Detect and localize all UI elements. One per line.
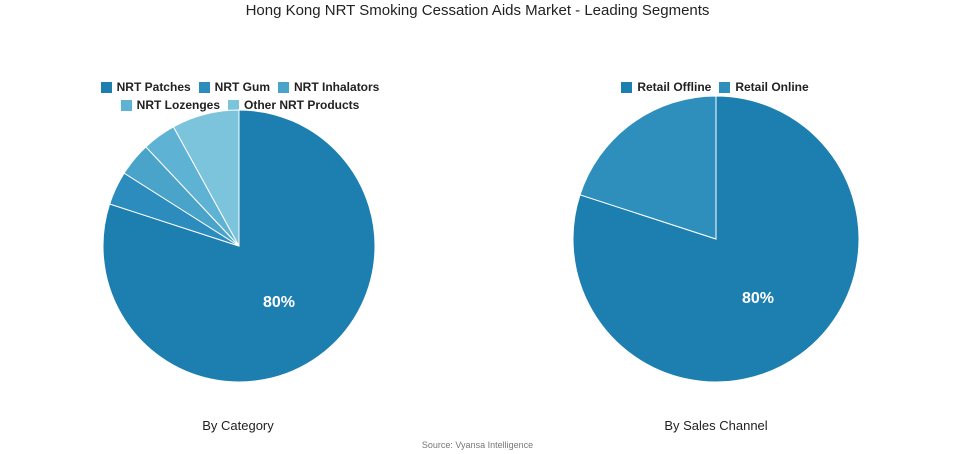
legend-label: NRT Inhalators <box>294 80 380 94</box>
legend-swatch <box>228 99 239 111</box>
legend-item-nrt-patches: NRT Patches <box>100 80 191 94</box>
legend-item-nrt-inhalators: NRT Inhalators <box>278 80 379 94</box>
legend-swatch <box>100 81 112 93</box>
pie-slice-other-nrt-products <box>172 109 240 247</box>
legend-label: NRT Gum <box>214 80 271 94</box>
legend-swatch <box>120 99 132 111</box>
legend-label: Retail Online <box>735 80 809 94</box>
legend-label: Other NRT Products <box>244 98 360 112</box>
legend-category: NRT Patches NRT Gum NRT Inhalators NRT Loze… <box>50 80 430 112</box>
legend-swatch <box>719 81 731 93</box>
legend-swatch <box>278 81 290 93</box>
legend-label: NRT Lozenges <box>136 98 220 112</box>
pie-slice-retail-online <box>579 95 717 240</box>
legend-label: NRT Patches <box>116 80 191 94</box>
subtitle-category: By Category <box>202 418 274 433</box>
subtitle-sales-channel: By Sales Channel <box>664 418 768 433</box>
legend-swatch <box>621 81 633 93</box>
legend-item-other-nrt-products: Other NRT Products <box>228 98 359 112</box>
data-label-retail-offline: 80% <box>742 290 774 307</box>
data-label-nrt-patches: 80% <box>263 294 295 311</box>
legend-item-retail-online: Retail Online <box>719 80 809 94</box>
legend-item-nrt-gum: NRT Gum <box>198 80 271 94</box>
legend-sales-channel: Retail Offline Retail Online <box>560 80 870 94</box>
chart-title: Hong Kong NRT Smoking Cessation Aids Mar… <box>245 2 710 19</box>
pie-category: 80% <box>102 109 376 383</box>
legend-item-nrt-lozenges: NRT Lozenges <box>120 98 220 112</box>
legend-swatch <box>198 81 210 93</box>
source-note: Source: Vyansa Intelligence <box>421 440 534 450</box>
legend-label: Retail Offline <box>637 80 712 94</box>
pie-sales-channel: 80% <box>572 95 860 383</box>
legend-item-retail-offline: Retail Offline <box>621 80 711 94</box>
